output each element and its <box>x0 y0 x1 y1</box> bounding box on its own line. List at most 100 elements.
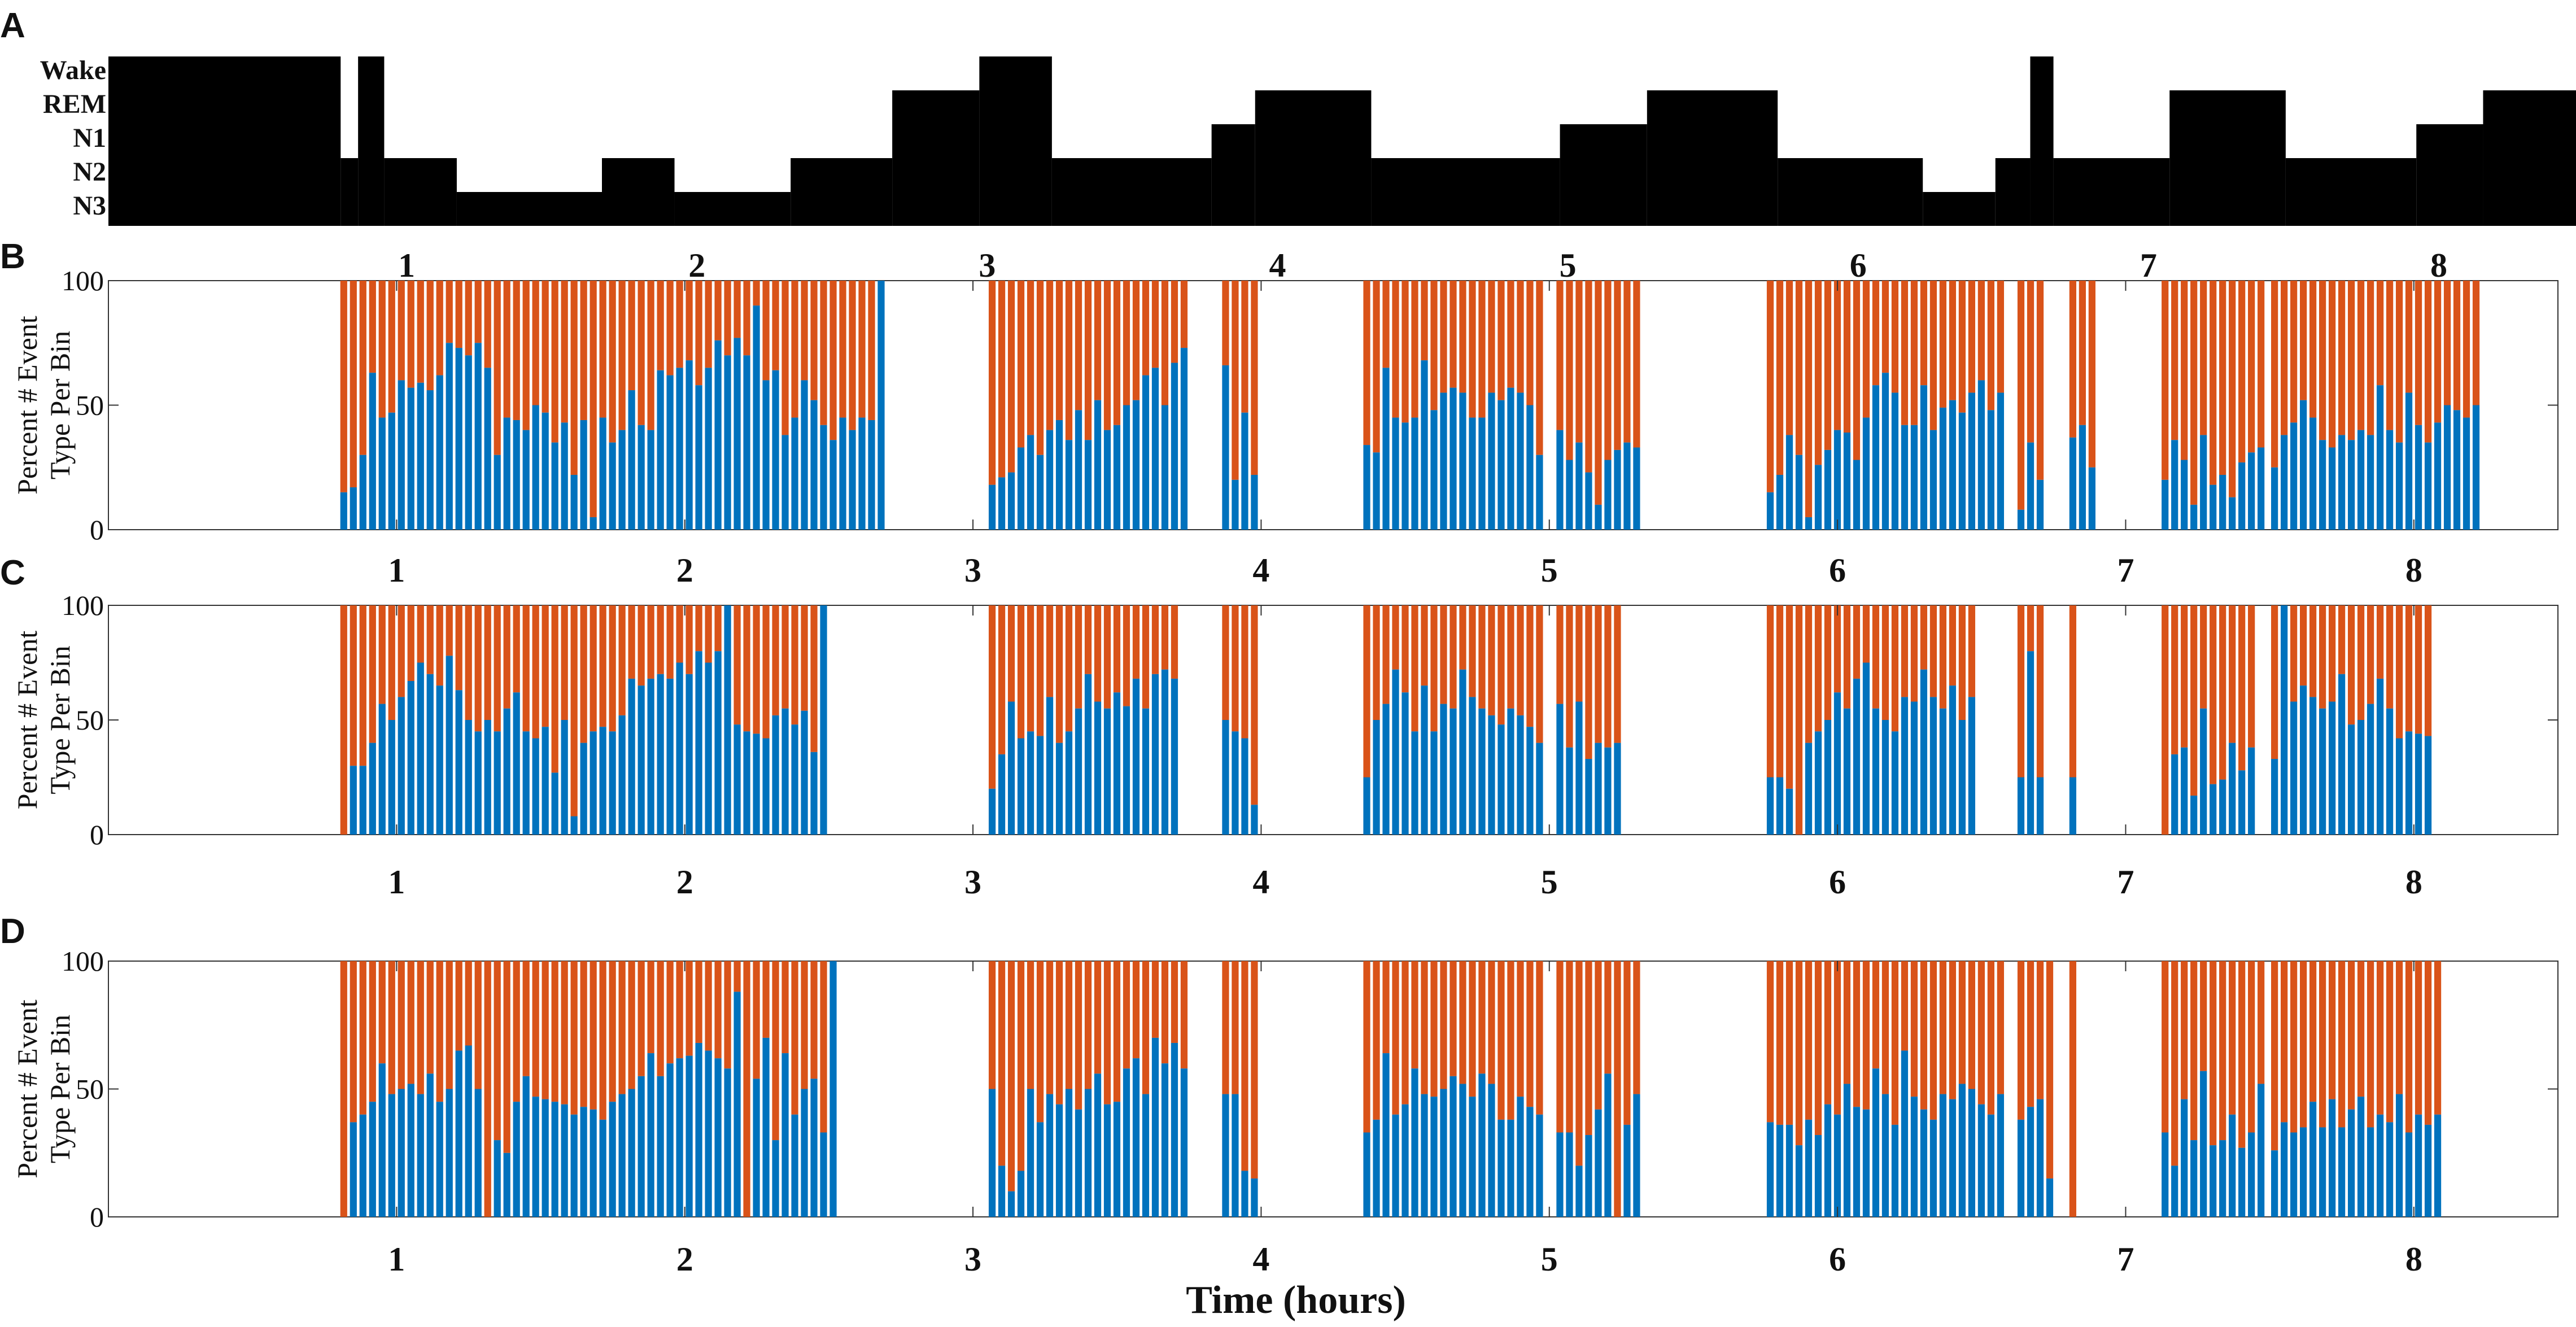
bar-event-a-c-5-9 <box>1853 678 1861 835</box>
bar-event-b-b-5-1 <box>1776 281 1784 475</box>
bar-event-b-b-1-6 <box>1046 281 1054 430</box>
bar-event-b-d-0-2 <box>359 961 366 1115</box>
bar-event-b-c-5-19 <box>1949 605 1957 686</box>
bar-event-a-c-0-27 <box>599 727 606 835</box>
bar-event-a-b-6-2 <box>2036 479 2044 530</box>
bar-event-a-d-5-20 <box>1958 1084 1966 1217</box>
bar-event-b-d-0-16 <box>494 961 501 1141</box>
bar-event-a-d-3-4 <box>1401 1104 1409 1217</box>
bar-event-b-c-5-20 <box>1958 605 1966 720</box>
bar-event-a-c-1-15 <box>1132 678 1140 835</box>
bar-event-a-b-9-8 <box>2347 440 2355 530</box>
bar-event-b-c-3-10 <box>1459 605 1466 670</box>
bar-event-a-b-1-10 <box>1084 440 1092 530</box>
bar-event-a-c-8-8 <box>2238 770 2246 835</box>
bar-event-a-c-5-17 <box>1929 697 1937 835</box>
bar-event-a-c-0-39 <box>714 651 722 835</box>
bar-event-a-c-3-18 <box>1536 743 1543 835</box>
bar-event-a-b-7-2 <box>2088 467 2096 530</box>
bar-event-b-b-5-8 <box>1843 281 1851 433</box>
bar-event-a-b-3-0 <box>1363 445 1370 530</box>
bar-event-a-c-1-13 <box>1113 692 1121 835</box>
bar-event-b-c-3-0 <box>1363 605 1370 778</box>
bar-event-a-b-5-16 <box>1920 385 1928 530</box>
bar-event-b-c-0-7 <box>407 605 414 681</box>
bar-event-b-c-0-2 <box>359 605 366 766</box>
bar-event-b-c-5-2 <box>1785 605 1793 789</box>
bar-event-a-d-9-4 <box>2309 1102 2317 1217</box>
bar-event-a-d-4-3 <box>1585 1135 1592 1217</box>
bar-event-b-d-5-4 <box>1805 961 1813 1120</box>
bar-event-a-d-1-15 <box>1132 1058 1140 1217</box>
bar-event-a-d-0-41 <box>733 992 741 1217</box>
bar-event-b-b-8-0 <box>2162 281 2169 480</box>
bar-event-a-c-5-12 <box>1881 720 1889 835</box>
bar-event-b-b-9-9 <box>2357 281 2365 430</box>
bar-event-b-c-1-8 <box>1065 605 1073 732</box>
bar-event-a-c-0-29 <box>618 715 626 835</box>
bar-event-a-b-0-42 <box>743 355 750 530</box>
bar-event-b-c-3-2 <box>1382 605 1390 704</box>
bar-event-a-c-3-8 <box>1440 704 1447 835</box>
bar-event-b-c-3-12 <box>1478 605 1486 709</box>
bar-event-a-c-5-18 <box>1939 708 1947 835</box>
bar-event-a-d-8-4 <box>2200 1071 2207 1217</box>
bar-event-a-b-9-6 <box>2328 447 2336 530</box>
hypnogram-segment-1 <box>340 158 359 226</box>
bar-event-a-b-9-9 <box>2357 430 2365 530</box>
stage-label-n1: N1 <box>73 123 106 153</box>
bar-event-a-d-1-5 <box>1036 1122 1044 1217</box>
x-tick-label-d-7: 7 <box>2117 1241 2134 1278</box>
bar-event-b-b-5-11 <box>1872 281 1880 386</box>
bar-event-a-c-0-2 <box>359 766 366 835</box>
bar-event-b-d-8-7 <box>2229 961 2236 1115</box>
bar-event-a-d-5-7 <box>1833 1114 1841 1217</box>
bar-event-b-c-0-12 <box>455 605 462 691</box>
bar-event-b-c-1-0 <box>988 605 996 789</box>
bar-event-a-b-9-3 <box>2300 400 2307 530</box>
bar-event-a-c-0-25 <box>580 743 587 835</box>
bar-event-a-c-8-4 <box>2200 708 2207 835</box>
bar-event-a-b-5-1 <box>1776 474 1784 530</box>
bar-event-a-b-0-37 <box>695 385 702 530</box>
bar-event-b-d-4-5 <box>1604 961 1612 1074</box>
x-tick-label-a-2: 2 <box>688 247 705 284</box>
bar-event-b-d-3-12 <box>1478 961 1486 1074</box>
bar-event-a-b-3-16 <box>1517 392 1524 530</box>
x-tick-label-a-7: 7 <box>2140 247 2157 284</box>
bar-event-a-d-1-2 <box>1007 1191 1015 1217</box>
bar-event-b-d-4-7 <box>1623 961 1631 1125</box>
bar-event-b-c-0-9 <box>426 605 434 674</box>
bar-event-a-c-0-4 <box>378 704 386 835</box>
bar-event-a-d-9-13 <box>2395 1094 2403 1217</box>
bar-event-b-c-4-6 <box>1614 605 1621 743</box>
bar-event-b-c-0-46 <box>781 605 789 709</box>
bar-event-a-b-8-2 <box>2181 460 2188 530</box>
bar-event-a-d-5-19 <box>1949 1099 1957 1217</box>
bar-event-b-d-9-14 <box>2405 961 2413 1133</box>
bar-event-b-c-0-13 <box>465 605 472 720</box>
bar-event-a-b-0-23 <box>561 422 568 530</box>
bar-event-b-c-5-13 <box>1891 605 1899 732</box>
bar-event-a-d-3-14 <box>1497 1119 1505 1217</box>
bar-event-b-c-3-18 <box>1536 605 1543 743</box>
bar-event-a-b-0-46 <box>781 435 789 530</box>
bar-event-a-d-4-4 <box>1595 1109 1602 1217</box>
bar-event-b-b-9-15 <box>2415 281 2422 425</box>
bar-event-b-d-0-29 <box>618 961 626 1094</box>
bar-event-b-d-5-8 <box>1843 961 1851 1084</box>
hypnogram-segment-4 <box>456 192 602 226</box>
bar-event-a-d-1-11 <box>1094 1073 1102 1217</box>
bar-event-a-d-2-0 <box>1222 1094 1229 1217</box>
bar-event-b-d-4-0 <box>1556 961 1564 1133</box>
bar-event-a-c-9-0 <box>2271 759 2278 835</box>
bar-event-b-b-0-35 <box>676 281 683 368</box>
bar-event-a-c-0-50 <box>820 605 827 835</box>
bar-event-b-c-0-3 <box>369 605 376 743</box>
bar-event-a-b-9-17 <box>2434 422 2442 530</box>
bar-event-a-b-1-20 <box>1180 348 1188 530</box>
stage-label-rem: REM <box>43 89 106 119</box>
bar-event-a-d-8-6 <box>2219 1140 2226 1217</box>
bar-event-a-b-0-21 <box>542 412 549 530</box>
hypnogram-segment-12 <box>1255 90 1372 226</box>
